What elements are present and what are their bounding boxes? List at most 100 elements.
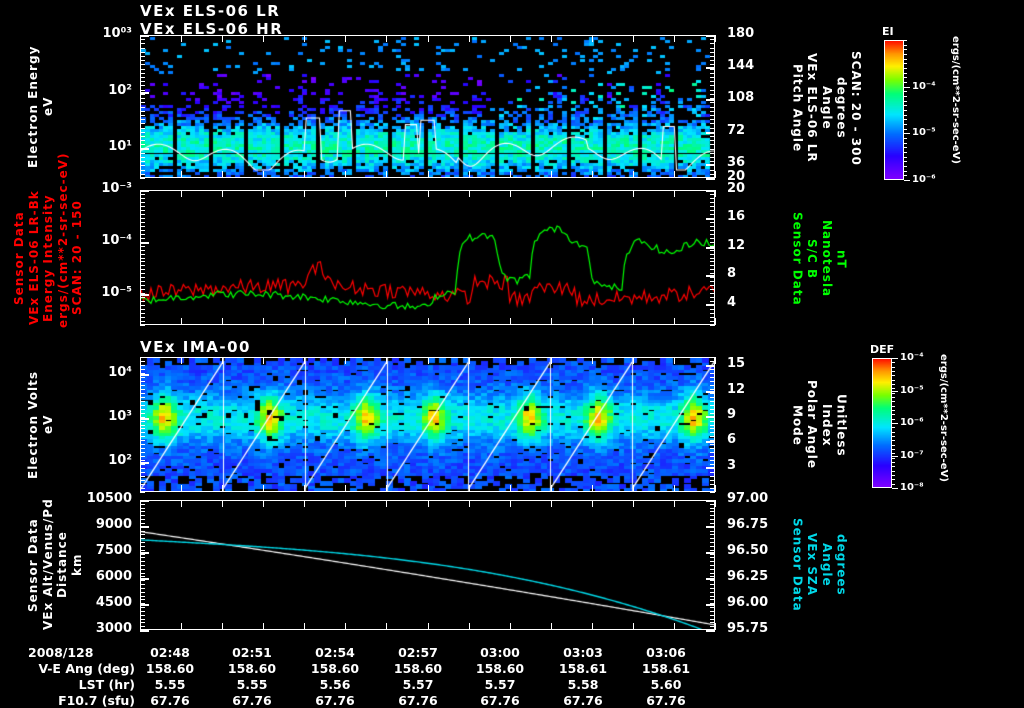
tick-minor xyxy=(140,111,145,112)
xtick-bottom xyxy=(140,318,141,325)
xtick-top xyxy=(674,357,675,364)
tick-minor xyxy=(140,297,145,298)
xtick-top xyxy=(263,500,264,507)
tick-minor xyxy=(140,523,145,524)
colorbar-def-minor-tick xyxy=(892,432,895,433)
tick-minor xyxy=(140,468,145,469)
colorbar-ei-minor-tick xyxy=(904,68,907,69)
bottom-f107: 67.76 xyxy=(480,693,520,708)
axis-tick-label: 96.00 xyxy=(727,595,769,610)
tick-minor xyxy=(140,622,145,623)
tick-minor xyxy=(140,317,145,318)
xtick-top xyxy=(428,500,429,507)
panel-ima-title: VEx IMA-00 xyxy=(140,338,251,356)
tick-minor xyxy=(140,401,145,402)
tick-minor xyxy=(710,313,715,314)
colorbar-def-minor-tick xyxy=(892,475,895,476)
tick-minor xyxy=(710,202,715,203)
xtick-bottom xyxy=(469,623,470,630)
colorbar-ei-tick xyxy=(904,87,910,88)
tick-minor xyxy=(140,630,145,631)
tick-minor xyxy=(710,626,715,627)
tick-minor xyxy=(710,261,715,262)
tick-minor xyxy=(710,210,715,211)
xtick-bottom xyxy=(222,318,223,325)
colorbar-ei-tick xyxy=(904,180,910,181)
tick-minor xyxy=(710,421,715,422)
xtick-top xyxy=(592,190,593,197)
xtick-bottom xyxy=(469,171,470,178)
colorbar-ei-tick-label: 10⁻⁶ xyxy=(912,174,936,185)
xtick-bottom xyxy=(715,318,716,325)
tick-minor xyxy=(710,369,715,370)
axis-tick-label: 10⁻³ xyxy=(101,181,132,196)
tick-minor xyxy=(140,198,145,199)
tick-minor xyxy=(140,460,145,461)
bottom-ve-ang: 158.61 xyxy=(641,661,691,676)
xtick-top xyxy=(140,190,141,197)
axis-tick-label: 20 xyxy=(727,169,746,184)
tick-minor xyxy=(140,242,145,243)
xtick-top xyxy=(428,190,429,197)
xtick-bottom xyxy=(263,623,264,630)
axis-tick-label: 4 xyxy=(727,295,737,310)
tick-minor xyxy=(710,285,715,286)
tick-minor xyxy=(710,550,715,551)
tick-minor xyxy=(710,365,715,366)
xtick-bottom xyxy=(140,485,141,492)
tick-minor xyxy=(710,381,715,382)
colorbar-ei-tick-label: 10⁻⁴ xyxy=(912,81,936,92)
tick-minor xyxy=(710,48,715,49)
tick-minor xyxy=(140,269,145,270)
tick-minor xyxy=(710,218,715,219)
tick-minor xyxy=(710,557,715,558)
colorbar-def-minor-tick xyxy=(892,462,895,463)
tick-minor xyxy=(140,626,145,627)
xtick-top xyxy=(304,357,305,364)
tick-minor xyxy=(710,542,715,543)
tick-minor xyxy=(140,619,145,620)
tick-minor xyxy=(140,230,145,231)
tick-minor xyxy=(140,492,145,493)
colorbar-ei-minor-tick xyxy=(904,138,907,139)
colorbar-ei-minor-tick xyxy=(904,166,907,167)
xtick-bottom xyxy=(674,485,675,492)
tick-minor xyxy=(140,448,145,449)
tick-minor xyxy=(140,165,145,166)
colorbar-def-minor-tick xyxy=(892,375,895,376)
tick-minor xyxy=(140,226,145,227)
tick-minor xyxy=(710,273,715,274)
tick-minor xyxy=(710,357,715,358)
tick-major xyxy=(140,374,149,376)
colorbar-ei-minor-tick xyxy=(904,82,907,83)
tick-minor xyxy=(140,377,145,378)
bottom-lst: 5.55 xyxy=(154,677,186,692)
colorbar-def-minor-tick xyxy=(892,419,895,420)
tick-minor xyxy=(140,615,145,616)
tick-minor xyxy=(140,157,145,158)
tick-minor xyxy=(710,385,715,386)
axis-tick-label: 8 xyxy=(727,266,737,281)
bottom-lst: 5.57 xyxy=(484,677,516,692)
tick-minor xyxy=(710,484,715,485)
tick-minor xyxy=(140,515,145,516)
xtick-bottom xyxy=(345,485,346,492)
tick-minor xyxy=(710,565,715,566)
tick-minor xyxy=(710,534,715,535)
tick-minor xyxy=(140,43,145,44)
tick-minor xyxy=(710,102,715,103)
tick-minor xyxy=(710,377,715,378)
axis-tick-label: 10⁻⁵ xyxy=(101,285,132,300)
tick-minor xyxy=(710,472,715,473)
xtick-top xyxy=(510,357,511,364)
tick-minor xyxy=(710,492,715,493)
tick-minor xyxy=(140,511,145,512)
colorbar-def-tick-label: 10⁻⁵ xyxy=(900,385,924,396)
tick-minor xyxy=(710,425,715,426)
axis-tick-label: 10500 xyxy=(86,491,132,506)
tick-major xyxy=(140,190,149,192)
tick-minor xyxy=(710,504,715,505)
tick-minor xyxy=(710,85,715,86)
tick-minor xyxy=(710,538,715,539)
tick-minor xyxy=(710,98,715,99)
